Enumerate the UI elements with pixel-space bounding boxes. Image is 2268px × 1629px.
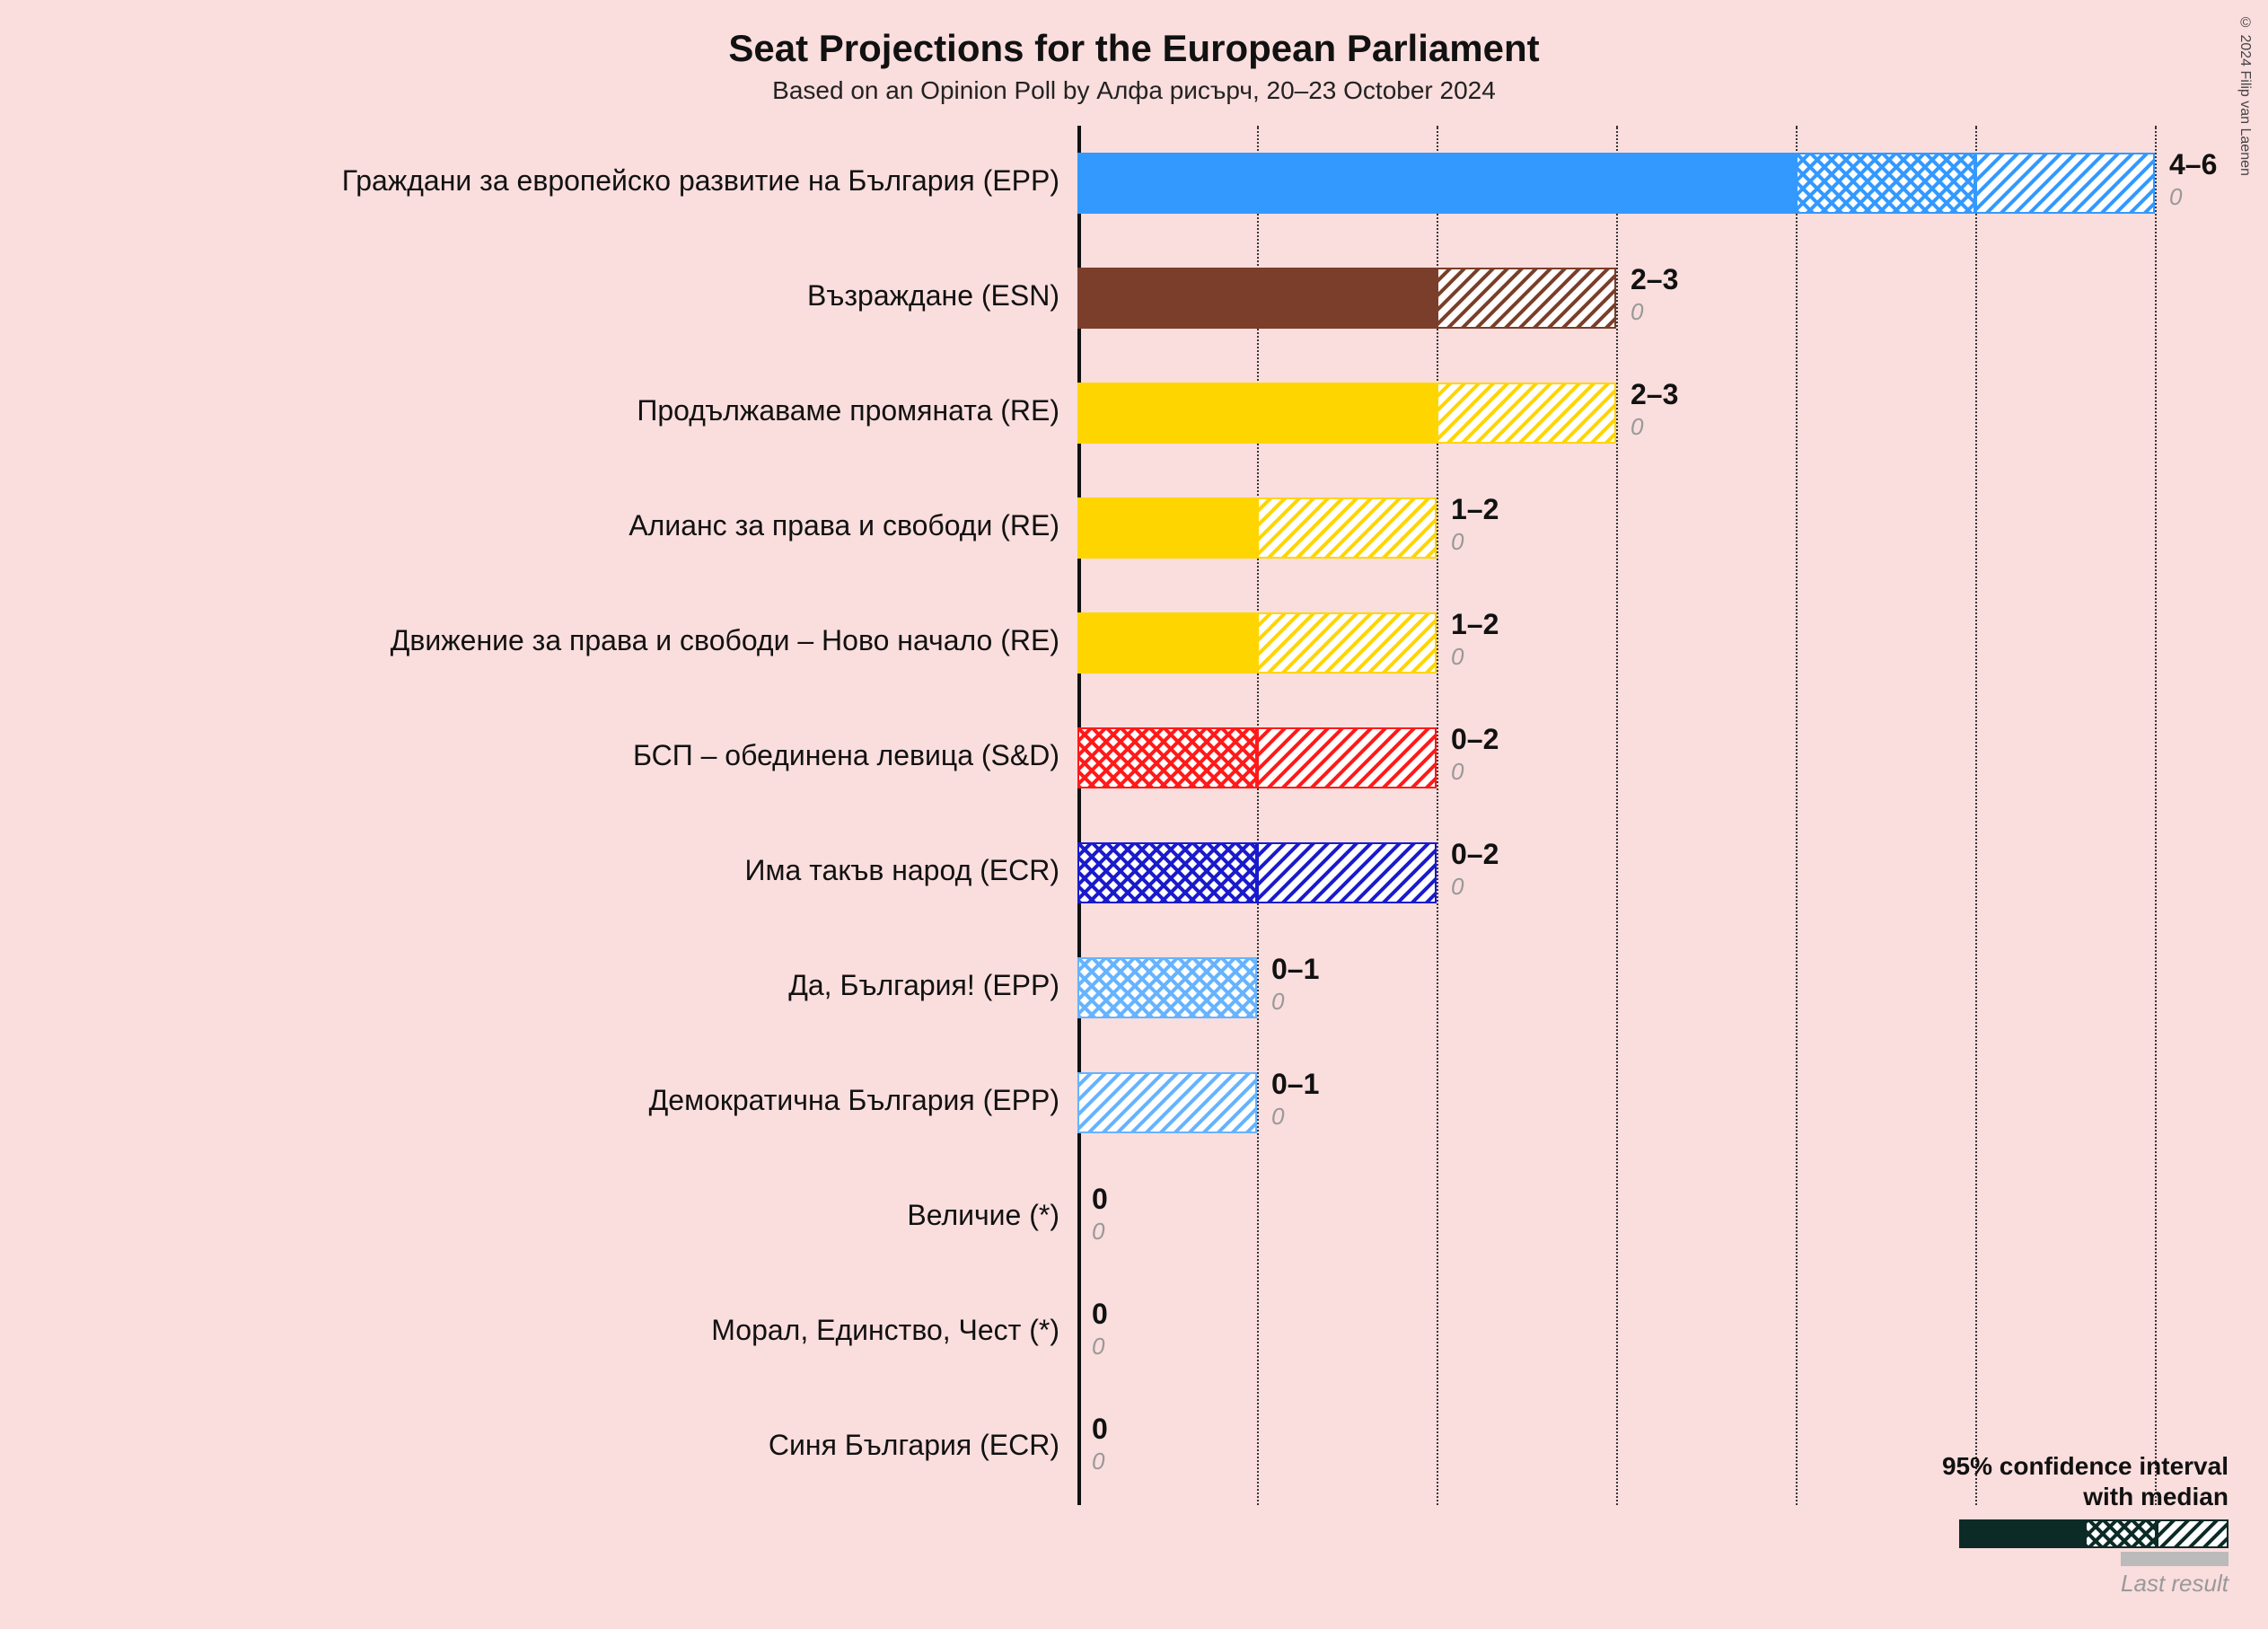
- bar-crosshatch: [1077, 727, 1257, 788]
- bar-diagonal: [1257, 842, 1437, 903]
- bar-crosshatch: [1077, 842, 1257, 903]
- bar-diagonal: [1257, 498, 1437, 559]
- legend: 95% confidence interval with median Last…: [1942, 1452, 2228, 1597]
- last-result-label: 0: [2155, 183, 2182, 210]
- last-result-label: 0: [1437, 758, 1464, 785]
- value-label: 1–2: [1437, 496, 1499, 528]
- party-row: Продължаваме промяната (RE)2–30: [1077, 356, 2268, 471]
- value-label: 0: [1077, 1185, 1108, 1218]
- chart-root: Seat Projections for the European Parlia…: [0, 0, 2268, 1629]
- party-label: Демократична България (EPP): [144, 1087, 1077, 1119]
- last-result-label: 0: [1077, 1218, 1104, 1245]
- party-row: Да, България! (EPP)0–10: [1077, 930, 2268, 1045]
- party-label: Морал, Единство, Чест (*): [144, 1316, 1077, 1349]
- bar-diagonal: [1437, 268, 1616, 329]
- party-label: Има такъв народ (ECR): [144, 857, 1077, 889]
- party-row: БСП – обединена левица (S&D)0–20: [1077, 700, 2268, 815]
- value-label: 0–1: [1257, 1070, 1319, 1103]
- legend-ci-bar: [1959, 1519, 2228, 1548]
- party-row: Движение за права и свободи – Ново начал…: [1077, 586, 2268, 700]
- chart-subtitle: Based on an Opinion Poll by Алфа рисърч,…: [0, 75, 2268, 104]
- party-row: Демократична България (EPP)0–10: [1077, 1045, 2268, 1160]
- last-result-label: 0: [1257, 1103, 1284, 1130]
- party-row: Морал, Единство, Чест (*)00: [1077, 1275, 2268, 1390]
- party-label: Движение за права и свободи – Ново начал…: [144, 627, 1077, 659]
- chart-title: Seat Projections for the European Parlia…: [0, 0, 2268, 72]
- value-label: 2–3: [1616, 266, 1678, 298]
- legend-last-bar: [2121, 1552, 2228, 1566]
- party-row: Граждани за европейско развитие на Бълга…: [1077, 126, 2268, 241]
- bar-diagonal: [1437, 383, 1616, 444]
- party-label: БСП – обединена левица (S&D): [144, 742, 1077, 774]
- value-label: 0: [1077, 1300, 1108, 1333]
- bar-diagonal: [1077, 1072, 1257, 1133]
- bar-solid: [1077, 498, 1257, 559]
- party-label: Продължаваме промяната (RE): [144, 397, 1077, 429]
- party-row: Възраждане (ESN)2–30: [1077, 241, 2268, 356]
- bar-diagonal: [1257, 612, 1437, 674]
- last-result-label: 0: [1077, 1333, 1104, 1360]
- party-label: Синя България (ECR): [144, 1431, 1077, 1464]
- bar-solid: [1077, 153, 1796, 214]
- last-result-label: 0: [1616, 413, 1643, 440]
- party-row: Алианс за права и свободи (RE)1–20: [1077, 471, 2268, 586]
- last-result-label: 0: [1437, 528, 1464, 555]
- bar-diagonal: [1257, 727, 1437, 788]
- legend-ci-line1: 95% confidence interval: [1942, 1452, 2228, 1483]
- value-label: 4–6: [2155, 151, 2217, 183]
- plot-area: Граждани за европейско развитие на Бълга…: [1077, 126, 2268, 1505]
- copyright-text: © 2024 Filip van Laenen: [2237, 14, 2254, 176]
- legend-last-label: Last result: [1942, 1570, 2228, 1597]
- bar-solid: [1077, 612, 1257, 674]
- bar-solid: [1077, 268, 1437, 329]
- value-label: 0–1: [1257, 955, 1319, 988]
- value-label: 0–2: [1437, 841, 1499, 873]
- last-result-label: 0: [1616, 298, 1643, 325]
- value-label: 2–3: [1616, 381, 1678, 413]
- value-label: 1–2: [1437, 611, 1499, 643]
- party-label: Граждани за европейско развитие на Бълга…: [144, 167, 1077, 199]
- value-label: 0: [1077, 1415, 1108, 1448]
- party-label: Величие (*): [144, 1202, 1077, 1234]
- bar-solid: [1077, 383, 1437, 444]
- value-label: 0–2: [1437, 726, 1499, 758]
- last-result-label: 0: [1437, 873, 1464, 900]
- legend-ci-line2: with median: [1942, 1482, 2228, 1512]
- party-label: Да, България! (EPP): [144, 972, 1077, 1004]
- bar-diagonal: [1077, 957, 1257, 1018]
- bar-crosshatch: [1796, 153, 1975, 214]
- party-row: Има такъв народ (ECR)0–20: [1077, 815, 2268, 930]
- last-result-label: 0: [1257, 988, 1284, 1015]
- party-label: Алианс за права и свободи (RE): [144, 512, 1077, 544]
- bar-diagonal: [1975, 153, 2155, 214]
- last-result-label: 0: [1437, 643, 1464, 670]
- party-label: Възраждане (ESN): [144, 282, 1077, 314]
- party-row: Величие (*)00: [1077, 1160, 2268, 1275]
- last-result-label: 0: [1077, 1448, 1104, 1475]
